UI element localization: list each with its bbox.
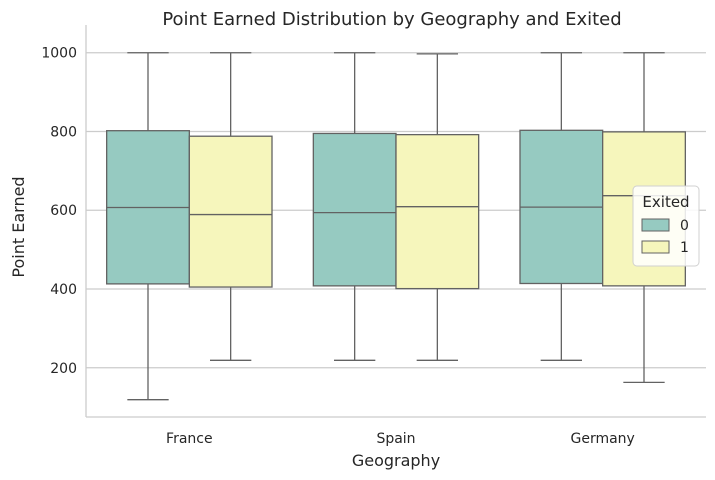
- iqr-box: [395, 133, 480, 290]
- iqr-box: [188, 135, 273, 288]
- x-axis-label: Geography: [352, 451, 440, 470]
- legend-entry-label: 1: [680, 240, 689, 256]
- legend-swatch: [641, 240, 670, 254]
- box-series-1-france: [188, 52, 273, 361]
- chart-title: Point Earned Distribution by Geography a…: [162, 9, 621, 30]
- x-tick-label: Spain: [376, 431, 415, 447]
- box-series-1-spain: [395, 53, 480, 361]
- y-axis-label: Point Earned: [9, 176, 28, 277]
- y-tick-label: 600: [50, 203, 77, 219]
- y-tick-label: 400: [50, 282, 77, 298]
- iqr-box: [312, 132, 397, 287]
- y-tick-label: 200: [50, 361, 77, 377]
- box-plots: [106, 52, 686, 401]
- box-series-0-germany: [519, 52, 604, 361]
- legend-swatch: [641, 218, 670, 232]
- y-tick-label: 1000: [41, 46, 77, 62]
- y-tick-label: 800: [50, 124, 77, 140]
- legend-title: Exited: [642, 193, 689, 211]
- legend-entry-label: 0: [680, 218, 689, 234]
- x-tick-label: Germany: [570, 431, 634, 447]
- x-tick-label: France: [166, 431, 213, 447]
- box-series-0-france: [106, 52, 190, 401]
- legend: Exited 0 1: [632, 185, 700, 267]
- box-series-0-spain: [312, 52, 397, 361]
